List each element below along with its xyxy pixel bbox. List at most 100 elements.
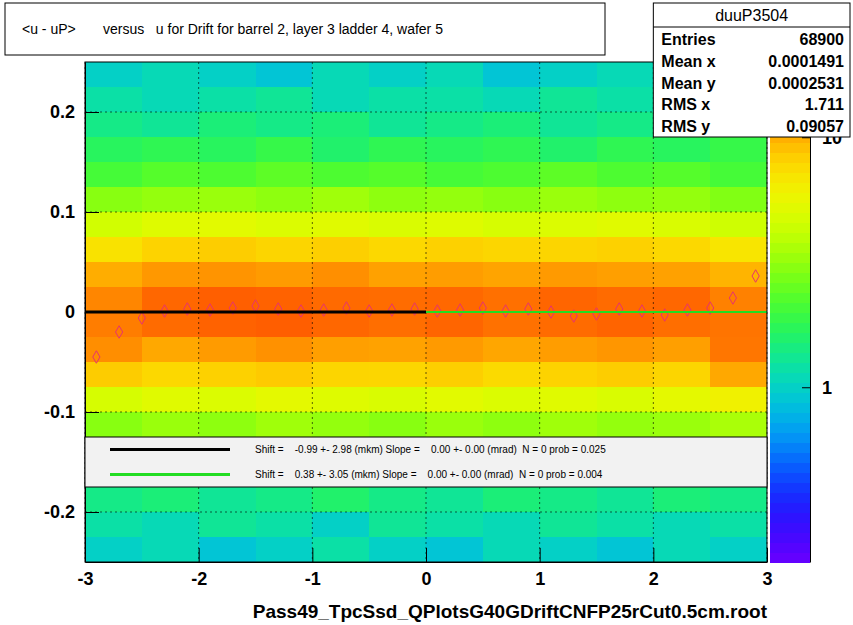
cell — [142, 187, 199, 212]
colorbar-step — [770, 212, 810, 223]
cell — [369, 112, 426, 137]
cell — [85, 537, 142, 562]
cell — [653, 162, 710, 187]
colorbar-step — [770, 322, 810, 333]
cell — [142, 62, 199, 87]
cell — [540, 187, 597, 212]
cell — [312, 537, 369, 562]
cell — [710, 287, 767, 312]
cell — [312, 512, 369, 537]
colorbar-step — [770, 262, 810, 273]
cell — [597, 262, 654, 287]
profile-point — [684, 304, 691, 316]
cell — [426, 287, 483, 312]
colorbar-step — [770, 252, 810, 263]
cell — [256, 337, 313, 362]
cell — [540, 312, 597, 337]
cell — [256, 387, 313, 412]
cell — [369, 162, 426, 187]
cell — [483, 412, 540, 437]
colorbar-step — [770, 532, 810, 543]
cell — [85, 62, 142, 87]
cell — [426, 62, 483, 87]
cell — [199, 512, 256, 537]
cell — [369, 337, 426, 362]
colorbar-step — [770, 412, 810, 423]
cell — [256, 62, 313, 87]
colorbar-step — [770, 292, 810, 303]
cell — [483, 387, 540, 412]
tick: 2 — [649, 548, 659, 589]
stats-key: Mean x — [661, 53, 715, 70]
legend-swatch — [110, 473, 230, 476]
colorbar-step — [770, 452, 810, 463]
tick-mark — [85, 412, 99, 413]
cell — [369, 212, 426, 237]
tick-mark — [312, 548, 313, 562]
cell — [369, 487, 426, 512]
tick: 0 — [65, 302, 99, 322]
cell — [597, 387, 654, 412]
cell — [199, 262, 256, 287]
cell — [199, 537, 256, 562]
colorbar-step — [770, 502, 810, 513]
legend-label: Shift = 0.38 +- 3.05 (mkm) Slope = 0.00 … — [255, 469, 603, 480]
cell — [710, 412, 767, 437]
cell — [312, 487, 369, 512]
legend: Shift = -0.99 +- 2.98 (mkm) Slope = 0.00… — [85, 437, 767, 487]
cell — [653, 387, 710, 412]
cell — [426, 387, 483, 412]
cell — [426, 537, 483, 562]
colorbar-step — [770, 512, 810, 523]
colorbar-step — [770, 332, 810, 343]
cell — [312, 112, 369, 137]
cell — [483, 212, 540, 237]
cell — [142, 237, 199, 262]
cell — [483, 137, 540, 162]
colorbar-step — [770, 542, 810, 553]
cell — [142, 87, 199, 112]
cell — [426, 212, 483, 237]
stats-name: duuP3504 — [715, 7, 788, 24]
cell — [710, 537, 767, 562]
colorbar-step — [770, 372, 810, 383]
cell — [256, 87, 313, 112]
cell — [369, 512, 426, 537]
cell — [199, 162, 256, 187]
colorbar-step — [770, 482, 810, 493]
cell — [597, 237, 654, 262]
cell — [199, 237, 256, 262]
profile-point — [138, 312, 145, 324]
tick-label: -0.2 — [44, 502, 75, 522]
colorbar-step — [770, 222, 810, 233]
cell — [540, 287, 597, 312]
cell — [653, 512, 710, 537]
cell — [85, 487, 142, 512]
cell — [369, 137, 426, 162]
cell — [597, 62, 654, 87]
cell — [85, 137, 142, 162]
cell — [85, 262, 142, 287]
cell — [597, 187, 654, 212]
cell — [312, 137, 369, 162]
colorbar-step — [770, 342, 810, 353]
cell — [540, 62, 597, 87]
cell — [597, 487, 654, 512]
cell — [369, 237, 426, 262]
tick-mark — [653, 548, 654, 562]
cell — [256, 362, 313, 387]
stats-key: RMS y — [661, 118, 710, 135]
cell — [199, 137, 256, 162]
cell — [653, 537, 710, 562]
cell — [142, 487, 199, 512]
cell — [710, 312, 767, 337]
cell — [710, 387, 767, 412]
cell — [710, 487, 767, 512]
cell — [426, 137, 483, 162]
tick-mark — [802, 387, 810, 388]
cell — [426, 512, 483, 537]
cell — [653, 337, 710, 362]
cell — [256, 187, 313, 212]
cell — [85, 112, 142, 137]
profile-point — [593, 308, 600, 320]
